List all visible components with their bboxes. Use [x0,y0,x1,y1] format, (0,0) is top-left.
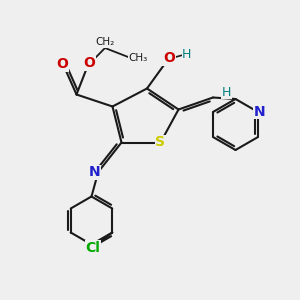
Text: O: O [163,51,175,65]
Text: CH₃: CH₃ [128,53,148,64]
Text: Cl: Cl [85,241,100,254]
Text: H: H [182,48,192,62]
Text: S: S [155,136,166,149]
Text: O: O [83,56,95,70]
Text: N: N [89,166,100,179]
Text: O: O [56,57,68,71]
Text: H: H [222,85,231,99]
Text: CH₂: CH₂ [95,37,115,47]
Text: N: N [253,105,265,119]
